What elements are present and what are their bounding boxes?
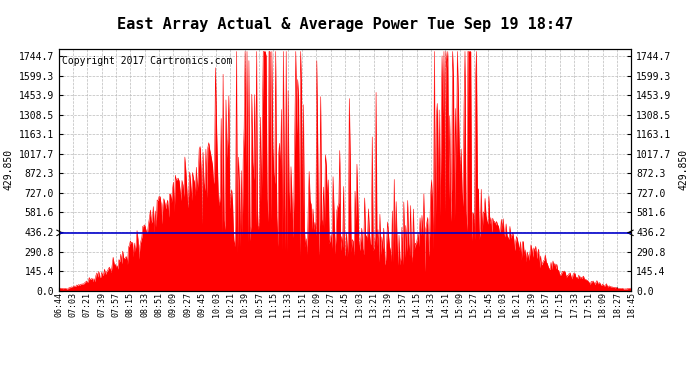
- Text: 429.850: 429.850: [3, 149, 13, 190]
- Text: Copyright 2017 Cartronics.com: Copyright 2017 Cartronics.com: [62, 56, 233, 66]
- Text: East Array Actual & Average Power Tue Sep 19 18:47: East Array Actual & Average Power Tue Se…: [117, 17, 573, 32]
- Text: 429.850: 429.850: [679, 149, 689, 190]
